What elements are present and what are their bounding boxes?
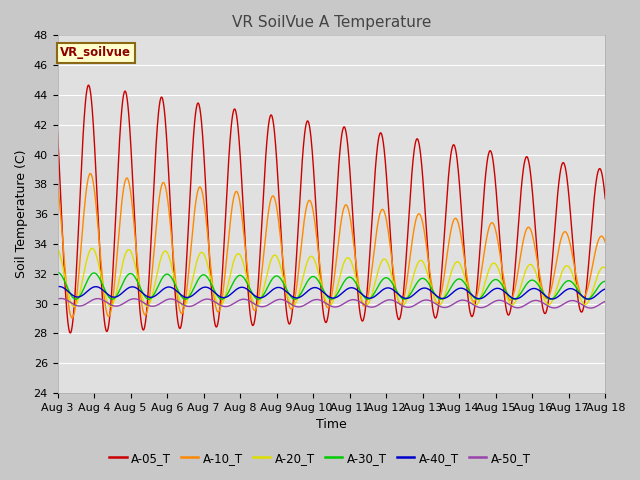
Line: A-05_T: A-05_T — [58, 85, 605, 333]
A-10_T — [237, 209, 245, 215]
A-40_T — [163, 285, 170, 290]
A-20_T — [70, 304, 77, 310]
A-30_T — [488, 279, 495, 285]
A-40_T — [537, 288, 545, 294]
A-30_T — [583, 296, 591, 302]
A-50_T — [602, 299, 609, 304]
A-05_T — [163, 138, 171, 144]
A-40_T — [176, 291, 184, 297]
A-10_T — [86, 171, 94, 177]
A-50_T — [537, 299, 545, 304]
Line: A-40_T: A-40_T — [58, 287, 605, 299]
A-05_T — [237, 172, 245, 178]
A-10_T — [68, 315, 76, 321]
A-20_T — [602, 265, 609, 271]
A-50_T — [587, 305, 595, 311]
Line: A-10_T: A-10_T — [58, 174, 605, 318]
Line: A-50_T: A-50_T — [58, 299, 605, 308]
A-20_T — [54, 246, 61, 252]
A-05_T — [417, 156, 425, 161]
A-30_T — [54, 269, 61, 275]
A-10_T — [489, 220, 497, 226]
A-30_T — [536, 285, 544, 291]
A-40_T — [585, 296, 593, 302]
A-50_T — [57, 296, 65, 301]
A-10_T — [602, 240, 609, 245]
A-05_T — [602, 196, 609, 202]
A-50_T — [417, 299, 424, 304]
A-20_T — [163, 249, 171, 255]
A-20_T — [417, 257, 425, 263]
A-50_T — [163, 297, 170, 303]
A-20_T — [237, 254, 245, 260]
A-30_T — [175, 290, 183, 296]
Title: VR SoilVue A Temperature: VR SoilVue A Temperature — [232, 15, 431, 30]
A-40_T — [488, 288, 496, 293]
Line: A-20_T: A-20_T — [58, 248, 605, 307]
A-05_T — [176, 325, 184, 331]
A-40_T — [417, 286, 424, 292]
A-20_T — [537, 287, 545, 292]
A-50_T — [488, 300, 496, 306]
A-30_T — [417, 276, 424, 282]
A-05_T — [67, 330, 74, 336]
A-30_T — [237, 273, 244, 278]
A-05_T — [54, 130, 61, 135]
A-40_T — [54, 284, 61, 289]
Y-axis label: Soil Temperature (C): Soil Temperature (C) — [15, 150, 28, 278]
A-05_T — [84, 82, 92, 88]
A-20_T — [88, 245, 96, 251]
A-20_T — [489, 261, 497, 266]
A-30_T — [602, 278, 609, 284]
A-40_T — [56, 284, 63, 289]
Line: A-30_T: A-30_T — [58, 272, 605, 299]
A-05_T — [537, 293, 545, 299]
A-30_T — [162, 272, 170, 277]
A-10_T — [163, 191, 171, 196]
A-10_T — [176, 308, 184, 314]
X-axis label: Time: Time — [316, 419, 347, 432]
A-10_T — [54, 181, 61, 187]
A-10_T — [537, 279, 545, 285]
A-20_T — [176, 299, 184, 304]
A-50_T — [176, 300, 184, 305]
A-05_T — [489, 155, 497, 161]
A-40_T — [237, 285, 245, 290]
A-50_T — [237, 297, 245, 302]
Text: VR_soilvue: VR_soilvue — [60, 46, 131, 59]
A-40_T — [602, 286, 609, 292]
A-10_T — [417, 214, 425, 219]
Legend: A-05_T, A-10_T, A-20_T, A-30_T, A-40_T, A-50_T: A-05_T, A-10_T, A-20_T, A-30_T, A-40_T, … — [104, 447, 536, 469]
A-50_T — [54, 296, 61, 302]
